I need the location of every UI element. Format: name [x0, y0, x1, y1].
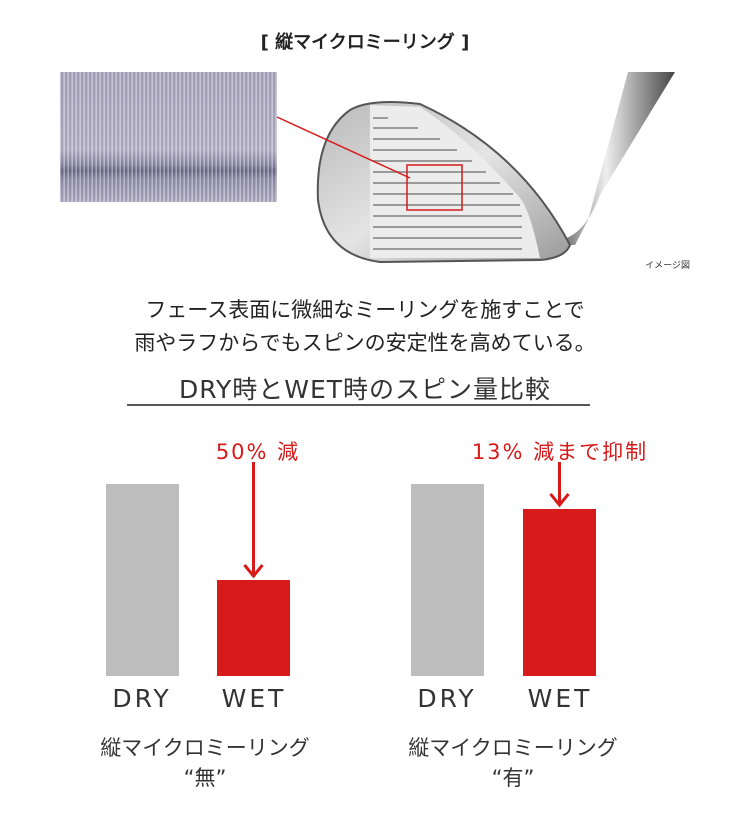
face-grooves: [373, 117, 522, 250]
section-title: [ 縦マイクロミーリング ]: [260, 32, 470, 53]
chart2-label-dry: DRY: [417, 684, 477, 713]
wedge-club-illustration: [276, 72, 675, 264]
face-texture-closeup-image: [60, 72, 277, 202]
chart1-label-dry: DRY: [112, 684, 172, 713]
chart2-caption-2: “有”: [491, 766, 535, 790]
chart1-bar-dry: [106, 484, 179, 676]
chart2-annotation: 13% 減まで抑制: [471, 440, 649, 464]
chart1-annotation: 50% 減: [215, 440, 301, 464]
callout-box: [406, 164, 463, 211]
chart-heading: DRY時とWET時のスピン量比較: [178, 375, 552, 404]
heading-underline: [127, 404, 590, 406]
callout-line: [276, 116, 411, 179]
image-note: イメージ図: [645, 261, 690, 271]
chart1-caption-2: “無”: [183, 766, 227, 790]
chart2-arrow-icon: [549, 462, 570, 508]
description-line-2: 雨やラフからでもスピンの安定性を高めている。: [134, 331, 596, 355]
chart1-bar-wet: [217, 580, 290, 676]
chart2-bar-wet: [523, 508, 596, 676]
chart1-label-wet: WET: [221, 684, 287, 713]
chart1-arrow-icon: [243, 462, 264, 579]
chart2-bar-dry: [411, 484, 484, 676]
chart1-caption-1: 縦マイクロミーリング: [100, 736, 310, 760]
description-line-1: フェース表面に微細なミーリングを施すことで: [145, 298, 585, 322]
chart2-label-wet: WET: [527, 684, 593, 713]
chart2-caption-1: 縦マイクロミーリング: [408, 736, 618, 760]
